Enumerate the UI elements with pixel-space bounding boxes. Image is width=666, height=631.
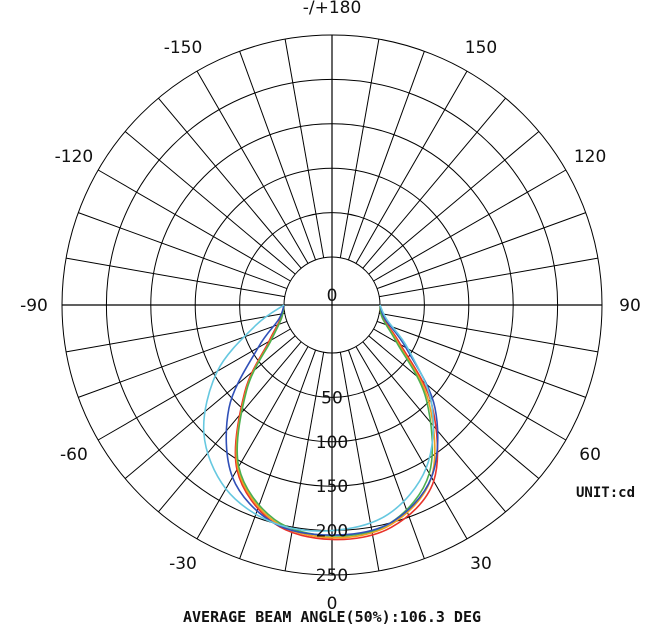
polar-grid (61, 34, 603, 576)
angle-tick-label: 60 (579, 445, 601, 465)
angle-tick-label: -30 (169, 554, 197, 574)
angle-tick-label: -150 (164, 38, 203, 58)
grid-spoke (284, 352, 325, 571)
grid-spoke (339, 39, 380, 258)
grid-spoke (239, 51, 317, 261)
angle-tick-label: -120 (55, 147, 94, 167)
angle-labels: 0 30 60 90 120 150 -/+180 -150 -120 -90 -60 -30 (20, 0, 641, 614)
intensity-curve-3 (236, 304, 434, 537)
intensity-curve-1 (234, 304, 439, 541)
grid-spoke (376, 212, 586, 290)
grid-spoke (124, 335, 296, 479)
grid-spoke (97, 169, 291, 282)
grid-spoke (347, 51, 425, 261)
grid-spoke (66, 257, 285, 298)
radial-tick-label: 150 (316, 477, 348, 497)
grid-spoke (66, 312, 285, 353)
angle-tick-label: 90 (619, 296, 641, 316)
angle-tick-label: 120 (574, 147, 606, 167)
grid-spoke (158, 97, 302, 269)
grid-spoke (78, 212, 288, 290)
angle-tick-label: -60 (60, 445, 88, 465)
grid-spoke (362, 97, 506, 269)
radial-tick-label: 100 (316, 433, 348, 453)
angle-tick-label: 0 (327, 594, 338, 614)
angle-tick-label: -90 (20, 296, 48, 316)
grid-spoke (355, 70, 468, 264)
angle-tick-label: 150 (465, 38, 497, 58)
grid-spoke (368, 335, 540, 479)
radial-labels: 0 50 100 150 200 250 (316, 286, 348, 586)
grid-spoke (196, 70, 309, 264)
grid-spoke (379, 312, 598, 353)
angle-tick-label: 30 (470, 554, 492, 574)
grid-spoke (379, 257, 598, 298)
grid-spoke (284, 39, 325, 258)
grid-spoke (196, 346, 309, 540)
grid-spoke (376, 320, 586, 398)
intensity-curve-4 (225, 304, 439, 536)
grid-spoke (362, 341, 506, 513)
intensity-curve-5 (202, 304, 435, 532)
grid-spoke (158, 341, 302, 513)
angle-tick-label: -/+180 (303, 0, 362, 18)
grid-spoke (347, 349, 425, 559)
grid-spoke (239, 349, 317, 559)
grid-spoke (355, 346, 468, 540)
radial-tick-label: 0 (327, 286, 338, 306)
grid-spoke (124, 131, 296, 275)
unit-label: UNIT:cd (576, 485, 635, 501)
radial-tick-label: 200 (316, 522, 348, 542)
grid-spoke (368, 131, 540, 275)
beam-angle-footer: AVERAGE BEAM ANGLE(50%):106.3 DEG (183, 608, 481, 626)
radial-tick-label: 250 (316, 566, 348, 586)
intensity-curve-2 (235, 304, 436, 539)
intensity-curves (202, 304, 439, 541)
grid-spoke (78, 320, 288, 398)
radial-tick-label: 50 (321, 388, 343, 408)
grid-spoke (373, 169, 567, 282)
